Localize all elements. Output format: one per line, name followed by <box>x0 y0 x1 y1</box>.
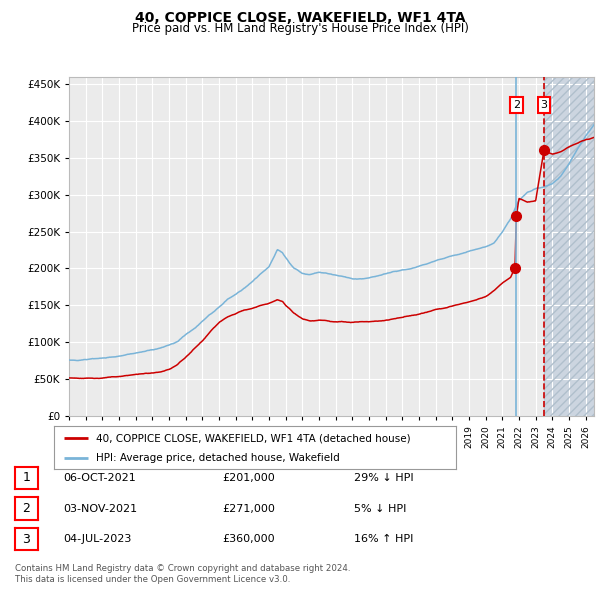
Text: £271,000: £271,000 <box>222 504 275 513</box>
Bar <box>544 77 594 416</box>
Text: 3: 3 <box>22 533 31 546</box>
Text: 40, COPPICE CLOSE, WAKEFIELD, WF1 4TA: 40, COPPICE CLOSE, WAKEFIELD, WF1 4TA <box>134 11 466 25</box>
Text: 06-OCT-2021: 06-OCT-2021 <box>63 473 136 483</box>
Text: Price paid vs. HM Land Registry's House Price Index (HPI): Price paid vs. HM Land Registry's House … <box>131 22 469 35</box>
Text: 04-JUL-2023: 04-JUL-2023 <box>63 535 131 544</box>
Bar <box>544 77 594 416</box>
Text: Contains HM Land Registry data © Crown copyright and database right 2024.: Contains HM Land Registry data © Crown c… <box>15 565 350 573</box>
Text: 40, COPPICE CLOSE, WAKEFIELD, WF1 4TA (detached house): 40, COPPICE CLOSE, WAKEFIELD, WF1 4TA (d… <box>96 433 411 443</box>
Text: 2: 2 <box>513 100 520 110</box>
Text: 2: 2 <box>22 502 31 515</box>
Text: 3: 3 <box>541 100 547 110</box>
Text: 5% ↓ HPI: 5% ↓ HPI <box>354 504 406 513</box>
Text: 03-NOV-2021: 03-NOV-2021 <box>63 504 137 513</box>
Text: 16% ↑ HPI: 16% ↑ HPI <box>354 535 413 544</box>
Text: £201,000: £201,000 <box>222 473 275 483</box>
Text: HPI: Average price, detached house, Wakefield: HPI: Average price, detached house, Wake… <box>96 453 340 463</box>
Text: This data is licensed under the Open Government Licence v3.0.: This data is licensed under the Open Gov… <box>15 575 290 584</box>
Text: 29% ↓ HPI: 29% ↓ HPI <box>354 473 413 483</box>
Text: £360,000: £360,000 <box>222 535 275 544</box>
Text: 1: 1 <box>22 471 31 484</box>
